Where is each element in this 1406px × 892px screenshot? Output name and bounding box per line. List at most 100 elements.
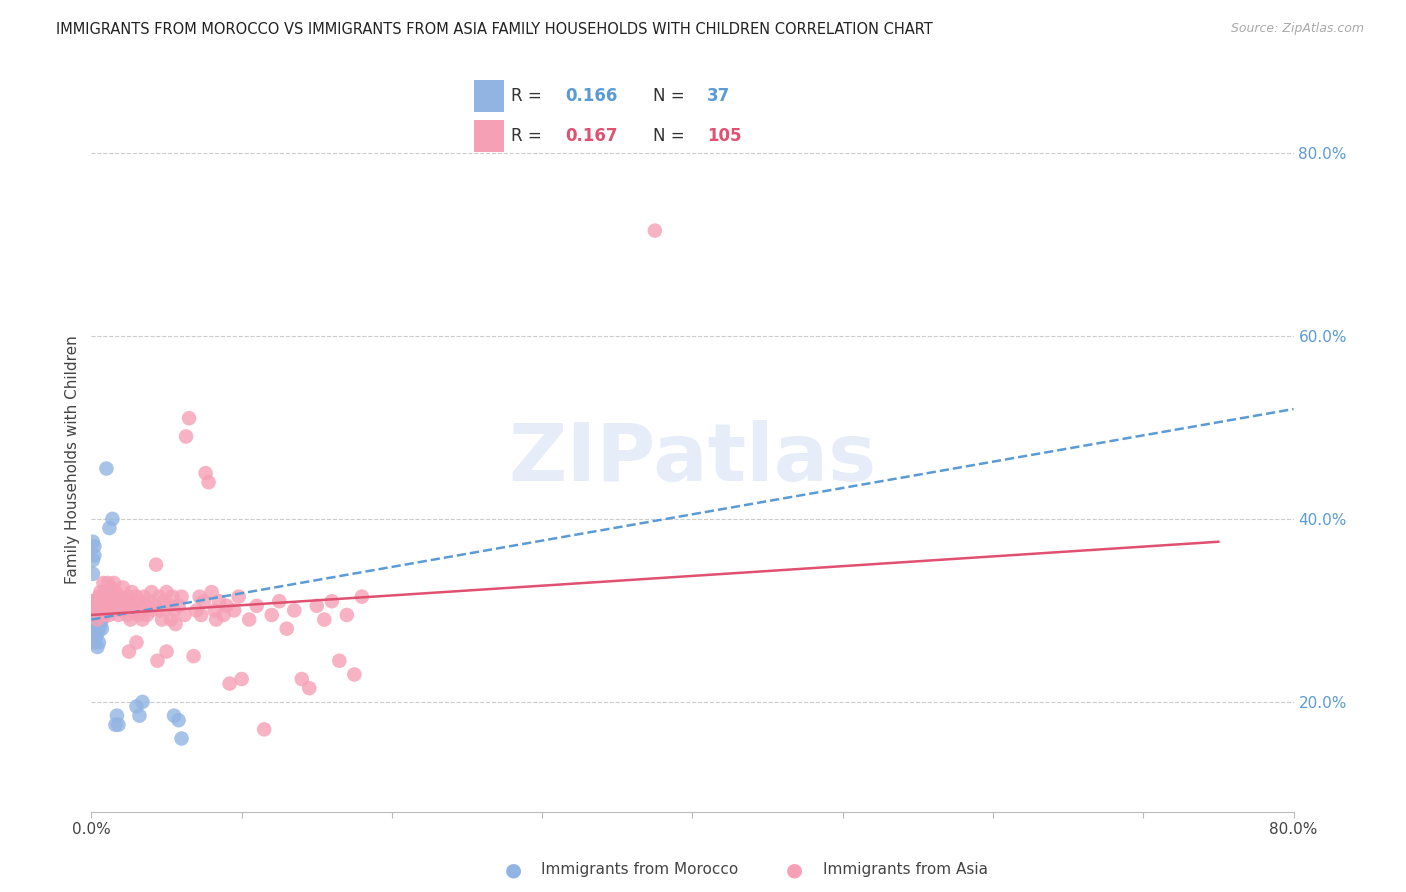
Text: ●: ● <box>786 860 803 880</box>
Point <box>141 585 163 599</box>
Point <box>107 607 129 622</box>
Point <box>644 224 666 238</box>
Point <box>208 594 231 608</box>
Bar <box>474 80 505 112</box>
Point <box>193 594 215 608</box>
Point <box>117 607 139 622</box>
Point <box>224 603 246 617</box>
Point <box>93 599 115 613</box>
Point <box>83 607 105 622</box>
Point <box>201 585 224 599</box>
Point <box>83 549 105 563</box>
Point <box>186 603 208 617</box>
Point <box>269 594 291 608</box>
Point <box>350 590 373 604</box>
Point <box>148 590 170 604</box>
Point <box>87 603 110 617</box>
Point <box>96 585 118 599</box>
Point <box>194 466 217 480</box>
Point <box>111 581 134 595</box>
Point <box>218 676 240 690</box>
Point <box>298 681 321 695</box>
Point <box>167 713 190 727</box>
Point <box>131 613 153 627</box>
Text: 37: 37 <box>707 87 730 105</box>
Point <box>125 699 148 714</box>
Point <box>215 599 238 613</box>
Point <box>96 603 118 617</box>
Point <box>97 576 120 591</box>
Point <box>84 599 107 613</box>
Text: Immigrants from Morocco: Immigrants from Morocco <box>541 863 738 877</box>
Point <box>86 603 108 617</box>
Point <box>104 585 127 599</box>
Point <box>120 613 142 627</box>
Point <box>105 708 128 723</box>
Point <box>98 594 121 608</box>
Point <box>89 603 111 617</box>
Text: ZIPatlas: ZIPatlas <box>509 420 876 499</box>
Point <box>146 654 169 668</box>
Point <box>115 599 138 613</box>
Point <box>89 585 111 599</box>
Point <box>86 613 108 627</box>
Point <box>87 635 110 649</box>
Point <box>84 631 107 645</box>
Point <box>87 607 110 622</box>
Point <box>103 576 125 591</box>
Point <box>87 622 110 636</box>
Point <box>321 594 343 608</box>
Point <box>134 599 156 613</box>
Point <box>155 585 177 599</box>
Point <box>163 708 186 723</box>
Point <box>305 599 328 613</box>
Point <box>86 626 108 640</box>
Text: 0.166: 0.166 <box>565 87 617 105</box>
Point <box>89 617 111 632</box>
Point <box>96 461 118 475</box>
Point <box>98 607 121 622</box>
Point <box>104 718 127 732</box>
Point <box>118 644 141 658</box>
Point <box>163 603 186 617</box>
Point <box>125 635 148 649</box>
Point <box>238 613 260 627</box>
Point <box>93 576 115 591</box>
Text: R =: R = <box>512 87 547 105</box>
Point <box>183 649 205 664</box>
Point <box>149 603 172 617</box>
Text: 105: 105 <box>707 127 741 145</box>
Point <box>138 594 160 608</box>
Point <box>291 672 314 686</box>
Point <box>101 590 124 604</box>
Point <box>152 594 174 608</box>
Text: ●: ● <box>505 860 522 880</box>
Point <box>84 599 107 613</box>
Point <box>129 603 152 617</box>
Point <box>97 590 120 604</box>
Point <box>82 594 104 608</box>
Point <box>90 613 112 627</box>
Point <box>253 723 276 737</box>
Point <box>120 599 142 613</box>
Point <box>90 607 112 622</box>
Point <box>118 590 141 604</box>
Point <box>107 718 129 732</box>
Point <box>155 644 177 658</box>
Point <box>205 613 228 627</box>
Point <box>162 590 184 604</box>
Text: Immigrants from Asia: Immigrants from Asia <box>823 863 987 877</box>
Point <box>174 429 197 443</box>
Point <box>94 607 117 622</box>
Point <box>150 613 173 627</box>
Point <box>101 512 124 526</box>
Point <box>188 590 211 604</box>
Point <box>228 590 250 604</box>
Point <box>105 594 128 608</box>
Point <box>328 654 350 668</box>
Text: R =: R = <box>512 127 547 145</box>
Point <box>86 640 108 654</box>
Point <box>177 411 200 425</box>
Point <box>128 594 150 608</box>
Point <box>101 603 124 617</box>
